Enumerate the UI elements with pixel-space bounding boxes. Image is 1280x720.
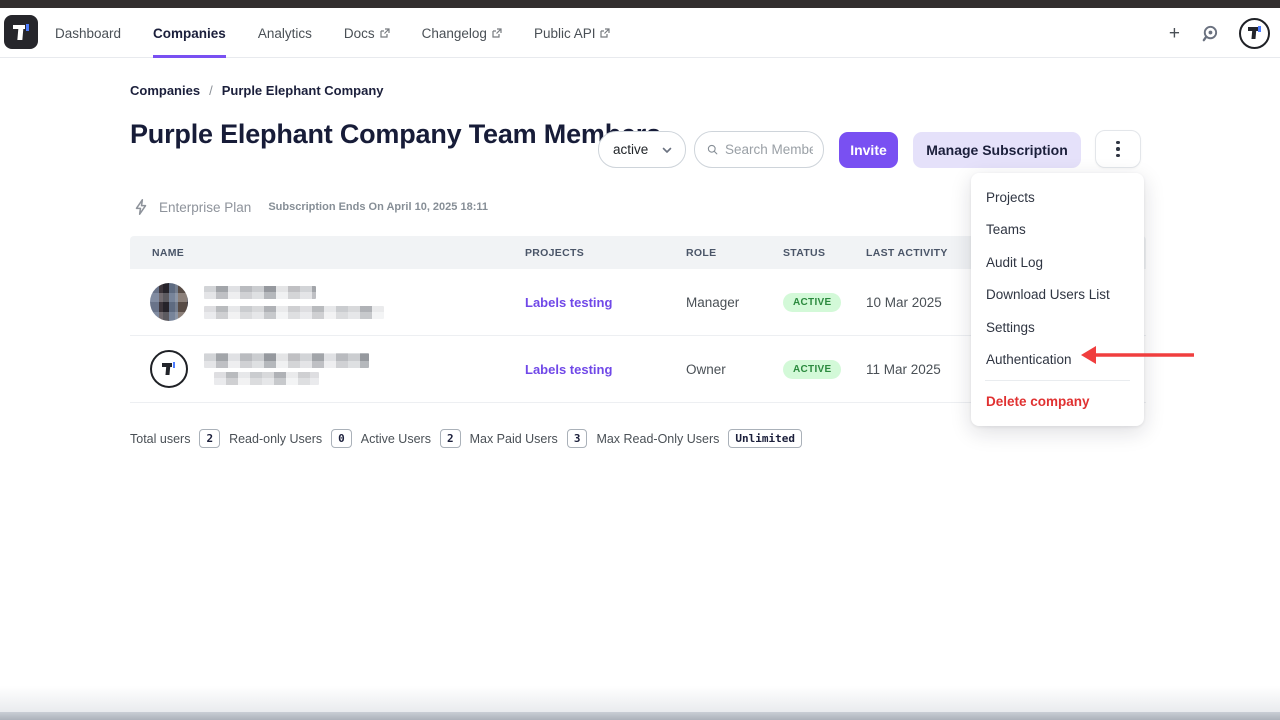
stat-value-badge: 2 [439, 429, 461, 448]
nav-item-changelog[interactable]: Changelog [422, 8, 502, 58]
breadcrumb: Companies / Purple Elephant Company [130, 83, 384, 98]
plan-name: Enterprise Plan [159, 199, 252, 215]
status-filter-value: active [613, 142, 649, 157]
status-badge: ACTIVE [783, 360, 842, 379]
col-header-last-activity: LAST ACTIVITY [866, 246, 948, 259]
member-role: Owner [686, 361, 726, 377]
col-header-name: NAME [152, 246, 185, 259]
stat-label: Max Paid Users [469, 431, 558, 446]
external-link-icon [380, 28, 390, 38]
nav-label: Changelog [421, 25, 487, 41]
lightning-bolt-icon [135, 199, 147, 215]
window-bottom-bar [0, 712, 1280, 720]
kebab-dot [1116, 153, 1120, 158]
redacted-email [204, 305, 384, 319]
stat-label: Max Read-Only Users [596, 431, 720, 446]
menu-item-download-users-list[interactable]: Download Users List [986, 287, 1110, 303]
nav-item-analytics[interactable]: Analytics [258, 8, 312, 58]
nav-item-public-api[interactable]: Public API [534, 8, 611, 58]
nav-label: Docs [343, 25, 375, 41]
kebab-dot [1116, 147, 1120, 151]
nav-label: Analytics [257, 25, 312, 41]
status-cell: ACTIVE [783, 292, 866, 312]
avatar-t-icon [162, 362, 176, 376]
redacted-name [204, 285, 316, 299]
window-top-bar [0, 0, 1280, 8]
search-scope-icon[interactable] [1200, 24, 1219, 43]
redacted-name [204, 353, 369, 368]
status-badge: ACTIVE [783, 293, 842, 312]
col-header-projects: PROJECTS [525, 246, 584, 259]
member-name-cell [130, 283, 525, 321]
menu-item-projects[interactable]: Projects [986, 189, 1035, 205]
breadcrumb-current-company[interactable]: Purple Elephant Company [221, 83, 384, 98]
invite-button[interactable]: Invite [839, 132, 898, 168]
member-role: Manager [686, 294, 740, 310]
projects-link[interactable]: Labels testing [525, 361, 613, 377]
stat-label: Read-only Users [229, 431, 323, 446]
member-avatar-redacted [150, 283, 188, 321]
stat-label: Total users [130, 431, 191, 446]
menu-item-authentication[interactable]: Authentication [986, 352, 1072, 368]
avatar-t-icon [1247, 26, 1262, 40]
status-cell: ACTIVE [783, 359, 866, 379]
nav-label: Dashboard [55, 25, 122, 41]
app-logo[interactable] [4, 15, 38, 49]
company-actions-dropdown: Projects Teams Audit Log Download Users … [971, 173, 1144, 426]
nav-item-dashboard[interactable]: Dashboard [55, 8, 121, 58]
member-identity-redacted [204, 353, 369, 385]
add-icon[interactable]: + [1168, 22, 1180, 44]
member-name-cell [130, 350, 525, 388]
breadcrumb-separator: / [209, 83, 213, 98]
top-navigation: Dashboard Companies Analytics Docs Chang… [0, 8, 1280, 58]
nav-item-docs[interactable]: Docs [344, 8, 390, 58]
menu-item-settings[interactable]: Settings [986, 319, 1035, 335]
chevron-down-icon [662, 147, 672, 153]
col-header-status: STATUS [783, 246, 826, 259]
nav-right-actions: + [1169, 8, 1270, 58]
manage-subscription-button[interactable]: Manage Subscription [913, 132, 1081, 168]
nav-items: Dashboard Companies Analytics Docs Chang… [55, 8, 611, 58]
logo-t-icon [12, 23, 30, 41]
last-activity-date: 11 Mar 2025 [866, 361, 941, 377]
member-avatar-logo [150, 350, 188, 388]
stat-label: Active Users [360, 431, 431, 446]
nav-item-companies[interactable]: Companies [153, 8, 226, 58]
nav-label: Public API [533, 25, 596, 41]
projects-link[interactable]: Labels testing [525, 294, 613, 310]
menu-divider [985, 380, 1130, 381]
stat-value-badge: 3 [566, 429, 588, 448]
status-filter-select[interactable]: active [598, 131, 686, 168]
member-identity-redacted [204, 285, 384, 319]
menu-item-audit-log[interactable]: Audit Log [986, 254, 1044, 270]
external-link-icon [600, 28, 611, 38]
col-header-role: ROLE [686, 246, 717, 259]
stat-value-badge: 2 [199, 429, 221, 448]
stat-value-badge: 0 [331, 429, 352, 448]
company-actions-menu-button[interactable] [1095, 130, 1141, 168]
page-title: Purple Elephant Company Team Members [130, 119, 661, 149]
subscription-end-text: Subscription Ends On April 10, 2025 18:1… [268, 201, 488, 213]
search-members-input[interactable] [725, 142, 813, 157]
stat-value-badge: Unlimited [728, 429, 802, 448]
user-avatar[interactable] [1239, 17, 1270, 49]
nav-label: Companies [153, 25, 226, 41]
page-bottom-fade [0, 686, 1280, 712]
user-stats-bar: Total users 2 Read-only Users 0 Active U… [130, 429, 802, 448]
menu-item-teams[interactable]: Teams [986, 222, 1026, 238]
plan-info: Enterprise Plan Subscription Ends On Apr… [132, 198, 488, 216]
redacted-email [214, 372, 319, 385]
menu-item-delete-company[interactable]: Delete company [986, 393, 1090, 409]
breadcrumb-companies[interactable]: Companies [130, 83, 201, 98]
last-activity-date: 10 Mar 2025 [866, 294, 942, 310]
search-members-box [694, 131, 824, 168]
kebab-dot [1116, 140, 1120, 145]
search-icon [707, 144, 718, 155]
external-link-icon [492, 28, 502, 38]
